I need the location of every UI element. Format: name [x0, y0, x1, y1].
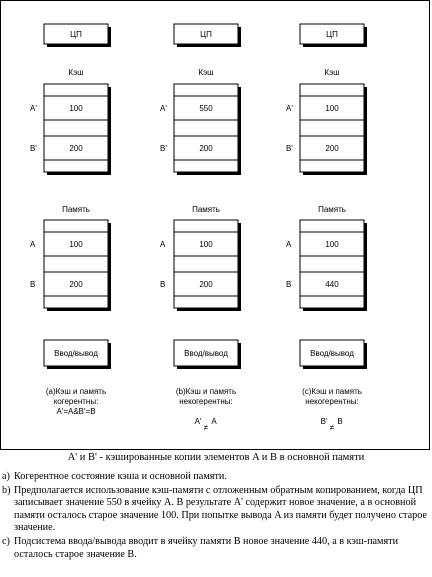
memory-label: Память: [62, 205, 90, 214]
memory-value: 100: [69, 240, 83, 249]
memory-row-name: B: [30, 280, 35, 289]
io-label: Ввод/вывод: [310, 349, 354, 358]
relation-left: A': [195, 417, 202, 426]
cache-block: [43, 83, 109, 173]
legend-text: A' и B' - кэшированные копии элементов A…: [67, 452, 365, 463]
note-text: Когерентное состояние кэша и основной па…: [14, 471, 227, 482]
cache-value: 100: [325, 104, 339, 113]
note-marker: a): [2, 471, 10, 482]
caption-line: (a)Кэш и память: [46, 387, 106, 396]
cache-block: [299, 83, 365, 173]
memory-value: 440: [325, 280, 339, 289]
cache-value: 550: [199, 104, 213, 113]
note-a: a) Когерентное состояние кэша и основной…: [2, 471, 430, 484]
cache-coherence-diagram: ЦП Кэш 100 A' 200 B' Память 100 A 200 B Ввод/вывод (…: [30, 23, 367, 432]
note-marker: b): [2, 484, 11, 496]
caption-line: когерентны:: [54, 397, 99, 406]
cpu-label: ЦП: [70, 30, 82, 39]
note-text: Подсистема ввода/вывода вводит в ячейку …: [14, 535, 399, 560]
memory-row-name: A: [30, 240, 36, 249]
cpu-box: [299, 23, 365, 45]
cache-row-name: B': [160, 144, 167, 153]
memory-row-name: A: [286, 240, 292, 249]
relation-right: B: [337, 417, 342, 426]
cache-value: 200: [69, 144, 83, 153]
caption-line: некогерентны:: [305, 397, 358, 406]
notes: a) Когерентное состояние кэша и основной…: [2, 471, 430, 562]
note-text: Предполагается использование кэш-памяти …: [14, 484, 427, 534]
cache-block: [173, 83, 239, 173]
cache-row-name: A': [30, 104, 37, 113]
memory-value: 100: [199, 240, 213, 249]
not-equal-symbol: ≠: [204, 423, 209, 432]
memory-block: [173, 219, 239, 309]
caption-line: (c)Кэш и память: [302, 387, 362, 396]
cache-label: Кэш: [198, 68, 213, 77]
column-2: ЦП Кэш 100 A' 200 B' Память 100 A 440 B Ввод/вывод (…: [286, 23, 367, 432]
memory-value: 100: [325, 240, 339, 249]
memory-block: [43, 219, 109, 309]
cache-label: Кэш: [68, 68, 83, 77]
memory-row-name: A: [160, 240, 166, 249]
note-marker: c): [2, 535, 10, 547]
memory-label: Память: [192, 205, 220, 214]
memory-value: 200: [199, 280, 213, 289]
memory-value: 200: [69, 280, 83, 289]
cache-row-name: B': [30, 144, 37, 153]
caption-line: некогерентны:: [179, 397, 232, 406]
caption-line: (b)Кэш и память: [176, 387, 236, 396]
note-c: c) Подсистема ввода/вывода вводит в ячей…: [2, 536, 430, 561]
cpu-box: [43, 23, 109, 45]
memory-block: [299, 219, 365, 309]
io-label: Ввод/вывод: [184, 349, 228, 358]
io-box: [299, 339, 365, 367]
note-b: b) Предполагается использование кэш-памя…: [2, 485, 430, 535]
memory-label: Память: [318, 205, 346, 214]
relation-right: A: [211, 417, 217, 426]
caption-line: A'=A&B'=B: [56, 407, 95, 416]
cache-value: 100: [69, 104, 83, 113]
io-box: [173, 339, 239, 367]
column-1: ЦП Кэш 550 A' 200 B' Память 100 A 200 B Ввод/вывод (…: [160, 23, 241, 432]
cache-value: 200: [325, 144, 339, 153]
cache-row-name: A': [160, 104, 167, 113]
cache-row-name: B': [286, 144, 293, 153]
column-0: ЦП Кэш 100 A' 200 B' Память 100 A 200 B Ввод/вывод (…: [30, 23, 111, 416]
cpu-label: ЦП: [200, 30, 212, 39]
relation-left: B': [321, 417, 328, 426]
not-equal-symbol: ≠: [330, 423, 335, 432]
memory-row-name: B: [286, 280, 291, 289]
figure-frame: [0, 0, 430, 450]
cpu-label: ЦП: [326, 30, 338, 39]
memory-row-name: B: [160, 280, 165, 289]
io-box: [43, 339, 109, 367]
cache-row-name: A': [286, 104, 293, 113]
cpu-box: [173, 23, 239, 45]
cache-label: Кэш: [324, 68, 339, 77]
io-label: Ввод/вывод: [54, 349, 98, 358]
cache-value: 200: [199, 144, 213, 153]
